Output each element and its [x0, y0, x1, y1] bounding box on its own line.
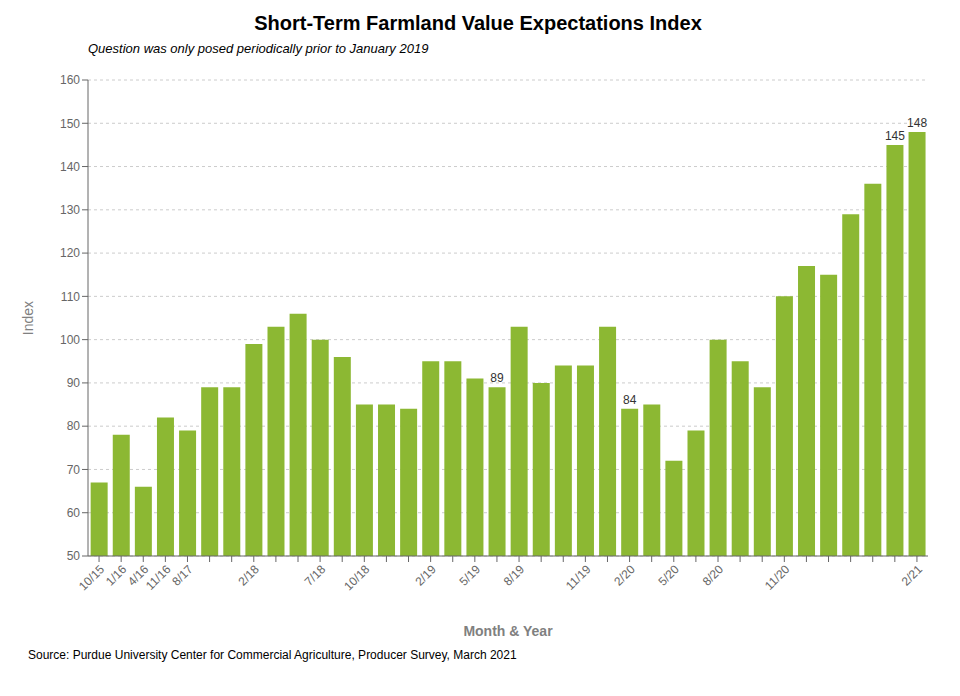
svg-text:Month & Year: Month & Year	[463, 623, 553, 639]
svg-text:5/20: 5/20	[656, 562, 683, 589]
svg-text:145: 145	[885, 129, 905, 143]
svg-text:150: 150	[60, 117, 80, 131]
svg-text:2/19: 2/19	[412, 562, 439, 589]
svg-text:8/20: 8/20	[700, 562, 727, 589]
svg-text:2/20: 2/20	[611, 562, 638, 589]
svg-text:10/15: 10/15	[76, 562, 108, 594]
svg-text:8/19: 8/19	[501, 562, 528, 589]
svg-text:84: 84	[623, 393, 637, 407]
svg-text:1/16: 1/16	[103, 562, 130, 589]
svg-text:140: 140	[60, 160, 80, 174]
svg-text:2/18: 2/18	[236, 562, 263, 589]
svg-text:70: 70	[67, 463, 81, 477]
svg-text:4/16: 4/16	[125, 562, 152, 589]
svg-text:7/18: 7/18	[302, 562, 329, 589]
svg-text:60: 60	[67, 506, 81, 520]
svg-text:100: 100	[60, 333, 80, 347]
svg-text:110: 110	[61, 290, 80, 304]
svg-text:120: 120	[60, 246, 80, 260]
svg-text:11/16: 11/16	[143, 562, 174, 593]
html-text:Source: Purdue University Cent: Source: Purdue University Center for Com…	[28, 648, 517, 662]
svg-text:80: 80	[67, 419, 81, 433]
svg-text:90: 90	[67, 376, 81, 390]
svg-text:160: 160	[60, 73, 80, 87]
html-text:Question was only posed period: Question was only posed periodically pri…	[88, 41, 429, 56]
svg-text:148: 148	[907, 116, 927, 130]
svg-text:2/21: 2/21	[899, 562, 926, 589]
svg-text:Index: Index	[20, 301, 36, 335]
svg-text:8/17: 8/17	[169, 562, 196, 589]
svg-text:5/19: 5/19	[457, 562, 484, 589]
svg-text:11/20: 11/20	[762, 562, 793, 593]
svg-text:11/19: 11/19	[563, 562, 594, 593]
svg-text:89: 89	[490, 371, 504, 385]
svg-text:130: 130	[60, 203, 80, 217]
html-text:Short-Term Farmland Value Expe: Short-Term Farmland Value Expectations I…	[254, 12, 702, 34]
svg-text:10/18: 10/18	[341, 562, 372, 593]
svg-text:50: 50	[67, 549, 81, 563]
